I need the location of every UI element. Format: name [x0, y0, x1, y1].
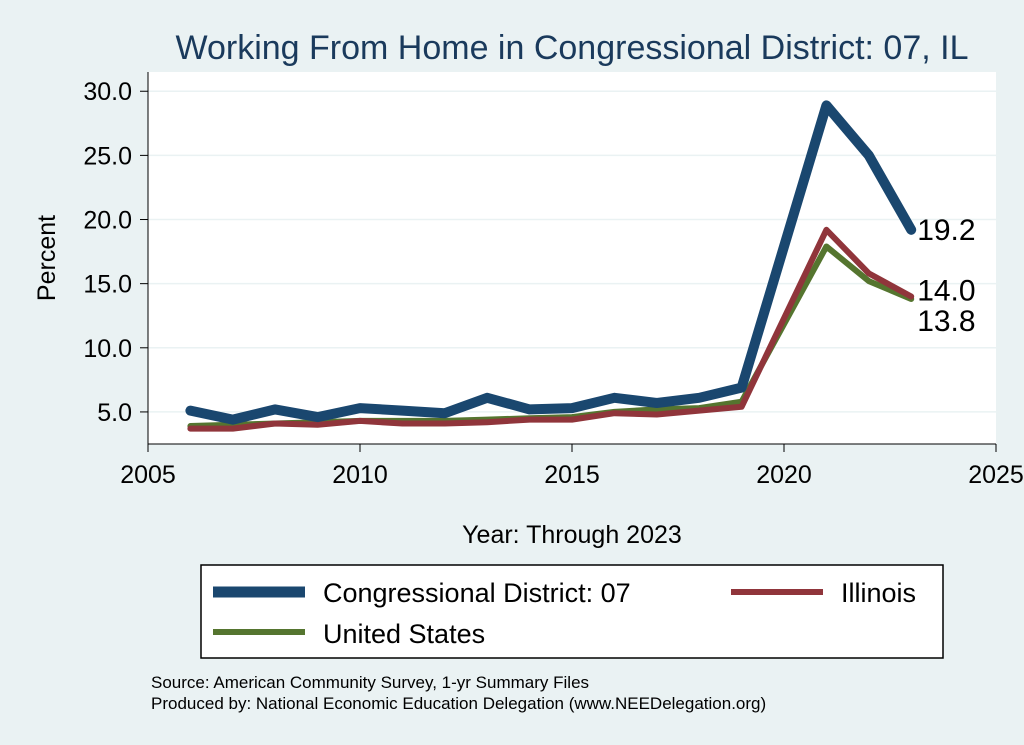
- end-label-district: 19.2: [917, 214, 975, 247]
- x-tick-label: 2015: [544, 461, 600, 489]
- series-line-illinois: [187, 226, 915, 432]
- y-tick-label: 30.0: [83, 78, 132, 106]
- x-tick-label: 2010: [332, 461, 388, 489]
- y-tick-label: 20.0: [83, 207, 132, 235]
- chart-title: Working From Home in Congressional Distr…: [176, 29, 969, 67]
- x-axis-title: Year: Through 2023: [462, 521, 682, 549]
- series-lines: [185, 100, 917, 432]
- legend-label-district: Congressional District: 07: [323, 578, 631, 608]
- y-tick-label: 25.0: [83, 142, 132, 170]
- produced-by-note: Produced by: National Economic Education…: [151, 694, 766, 713]
- x-tick-label: 2020: [756, 461, 812, 489]
- plot-area: [148, 72, 996, 444]
- x-tick-label: 2005: [120, 461, 176, 489]
- source-note: Source: American Community Survey, 1-yr …: [151, 673, 589, 692]
- series-line-district: [185, 100, 917, 425]
- grid-lines: [148, 90, 996, 413]
- y-tick-label: 15.0: [83, 271, 132, 299]
- legend-label-united-states: United States: [323, 619, 485, 649]
- end-label-illinois: 14.0: [917, 274, 975, 307]
- y-axis-title: Percent: [33, 215, 61, 301]
- y-tick-label: 10.0: [83, 335, 132, 363]
- x-tick-label: 2025: [968, 461, 1024, 489]
- end-labels: 19.2 14.013.8: [917, 214, 975, 338]
- y-tick-label: 5.0: [97, 399, 132, 427]
- legend-box: [200, 564, 944, 659]
- end-label-united-states: 13.8: [917, 305, 975, 338]
- legend-label-illinois: Illinois: [841, 578, 916, 608]
- legend: Congressional District: 07 Illinois Unit…: [200, 564, 944, 659]
- y-ticks: 5.0 10.0 15.0 20.0 25.0 30.0: [83, 78, 148, 427]
- x-ticks: 2005 2010 2015 2020 2025: [120, 444, 1024, 489]
